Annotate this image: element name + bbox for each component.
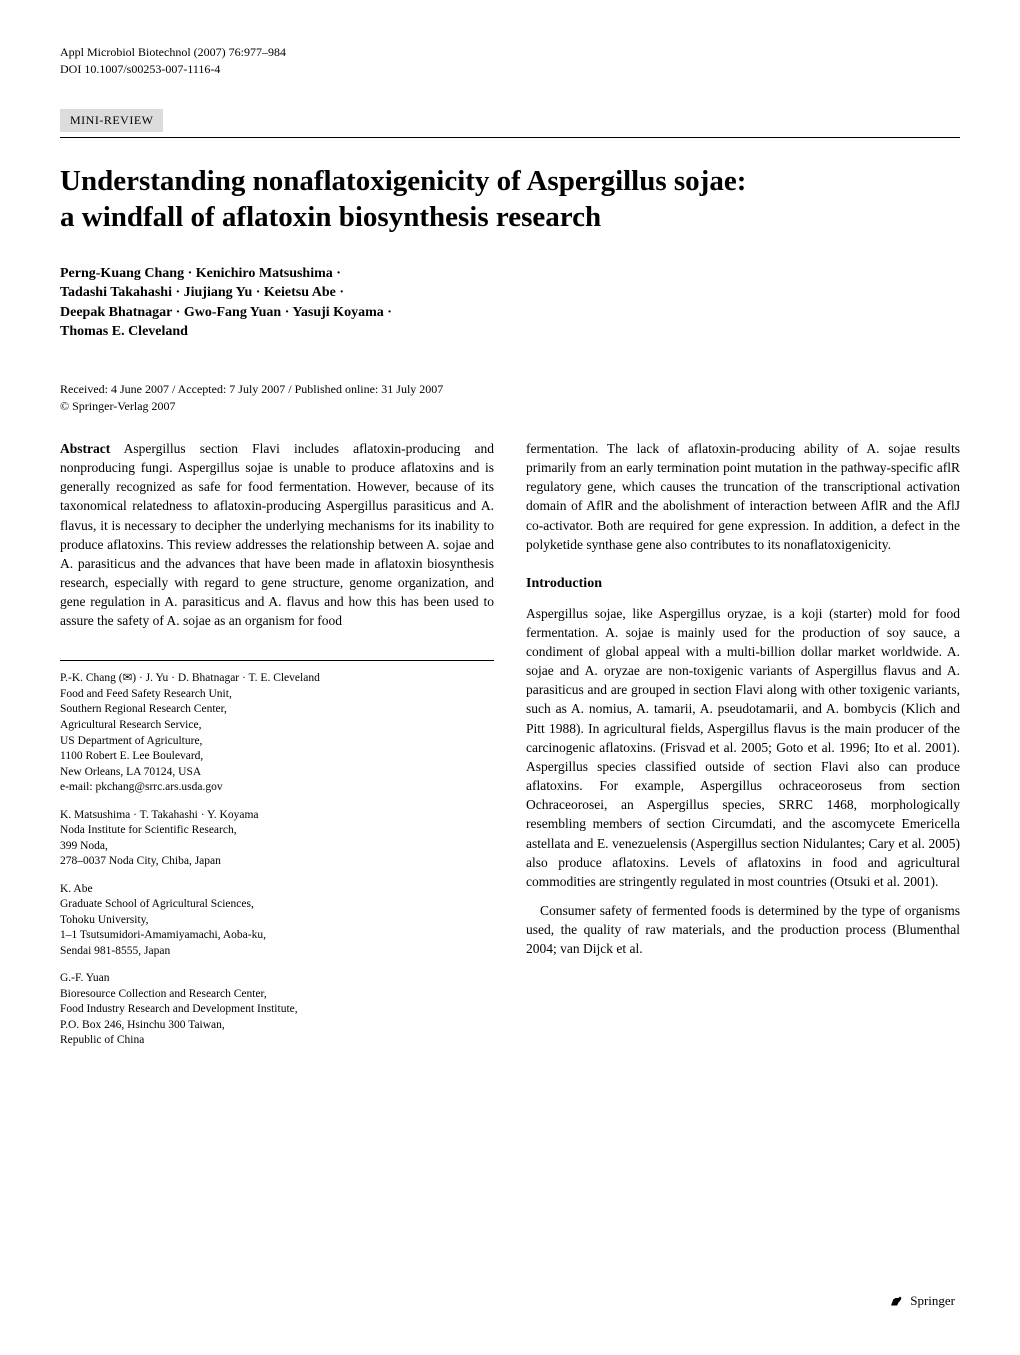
affiliations-section: P.-K. Chang (✉) · J. Yu · D. Bhatnagar ·… bbox=[60, 660, 494, 1048]
abstract-continuation: fermentation. The lack of aflatoxin-prod… bbox=[526, 439, 960, 554]
abstract-text: Aspergillus section Flavi includes aflat… bbox=[60, 441, 494, 628]
affil-names: K. Matsushima · T. Takahashi · Y. Koyama bbox=[60, 808, 494, 824]
affil-names: G.-F. Yuan bbox=[60, 971, 494, 987]
affil-line: Sendai 981-8555, Japan bbox=[60, 944, 494, 960]
affil-line: Republic of China bbox=[60, 1033, 494, 1049]
two-column-body: Abstract Aspergillus section Flavi inclu… bbox=[60, 439, 960, 1061]
intro-paragraph-1: Aspergillus sojae, like Aspergillus oryz… bbox=[526, 604, 960, 891]
title-divider bbox=[60, 137, 960, 138]
authors-line: Deepak Bhatnagar · Gwo-Fang Yuan · Yasuj… bbox=[60, 303, 960, 323]
affil-line: Food Industry Research and Development I… bbox=[60, 1002, 494, 1018]
affil-line: Noda Institute for Scientific Research, bbox=[60, 823, 494, 839]
affil-line: P.O. Box 246, Hsinchu 300 Taiwan, bbox=[60, 1018, 494, 1034]
affil-names: P.-K. Chang (✉) · J. Yu · D. Bhatnagar ·… bbox=[60, 671, 494, 687]
dates-line: Received: 4 June 2007 / Accepted: 7 July… bbox=[60, 382, 960, 397]
affiliation-block: P.-K. Chang (✉) · J. Yu · D. Bhatnagar ·… bbox=[60, 671, 494, 795]
affil-line: Southern Regional Research Center, bbox=[60, 702, 494, 718]
abstract-paragraph: Abstract Aspergillus section Flavi inclu… bbox=[60, 439, 494, 631]
authors-line: Perng-Kuang Chang · Kenichiro Matsushima… bbox=[60, 264, 960, 284]
affil-line: 399 Noda, bbox=[60, 839, 494, 855]
article-title: Understanding nonaflatoxigenicity of Asp… bbox=[60, 163, 960, 236]
affil-line: 1–1 Tsutsumidori-Amamiyamachi, Aoba-ku, bbox=[60, 928, 494, 944]
affil-email: e-mail: pkchang@srrc.ars.usda.gov bbox=[60, 780, 494, 796]
springer-horse-icon bbox=[888, 1292, 906, 1310]
affiliation-block: G.-F. Yuan Bioresource Collection and Re… bbox=[60, 971, 494, 1049]
authors-line: Thomas E. Cleveland bbox=[60, 322, 960, 342]
affil-line: Graduate School of Agricultural Sciences… bbox=[60, 897, 494, 913]
title-line-2: a windfall of aflatoxin biosynthesis res… bbox=[60, 201, 601, 233]
doi-header: DOI 10.1007/s00253-007-1116-4 bbox=[60, 62, 960, 77]
affil-line: New Orleans, LA 70124, USA bbox=[60, 765, 494, 781]
left-column: Abstract Aspergillus section Flavi inclu… bbox=[60, 439, 494, 1061]
title-line-1: Understanding nonaflatoxigenicity of Asp… bbox=[60, 165, 746, 197]
introduction-heading: Introduction bbox=[526, 574, 960, 594]
affil-names: K. Abe bbox=[60, 882, 494, 898]
affil-line: US Department of Agriculture, bbox=[60, 734, 494, 750]
authors-line: Tadashi Takahashi · Jiujiang Yu · Keiets… bbox=[60, 283, 960, 303]
journal-header: Appl Microbiol Biotechnol (2007) 76:977–… bbox=[60, 45, 960, 60]
copyright-line: © Springer-Verlag 2007 bbox=[60, 399, 960, 414]
affil-line: Bioresource Collection and Research Cent… bbox=[60, 987, 494, 1003]
section-label: MINI-REVIEW bbox=[60, 109, 163, 132]
publisher-logo: Springer bbox=[888, 1292, 955, 1310]
affil-line: Tohoku University, bbox=[60, 913, 494, 929]
affil-line: Agricultural Research Service, bbox=[60, 718, 494, 734]
affiliation-block: K. Matsushima · T. Takahashi · Y. Koyama… bbox=[60, 808, 494, 870]
affil-line: 278–0037 Noda City, Chiba, Japan bbox=[60, 854, 494, 870]
affiliation-block: K. Abe Graduate School of Agricultural S… bbox=[60, 882, 494, 960]
affil-line: Food and Feed Safety Research Unit, bbox=[60, 687, 494, 703]
right-column: fermentation. The lack of aflatoxin-prod… bbox=[526, 439, 960, 1061]
authors-block: Perng-Kuang Chang · Kenichiro Matsushima… bbox=[60, 264, 960, 342]
intro-paragraph-2: Consumer safety of fermented foods is de… bbox=[526, 901, 960, 958]
affil-line: 1100 Robert E. Lee Boulevard, bbox=[60, 749, 494, 765]
publisher-name: Springer bbox=[910, 1293, 955, 1309]
abstract-label: Abstract bbox=[60, 441, 110, 456]
